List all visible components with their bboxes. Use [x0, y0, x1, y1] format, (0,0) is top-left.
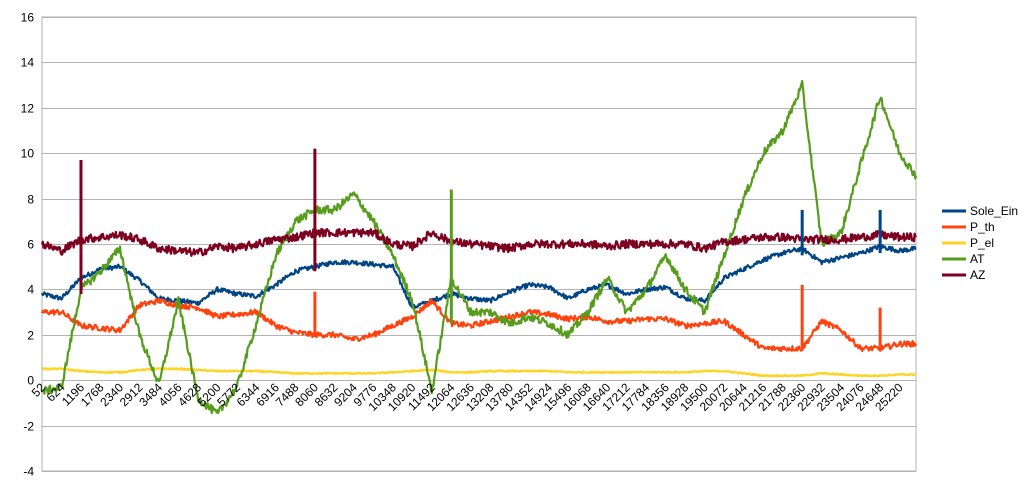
legend-label: P_th — [970, 220, 995, 234]
legend: Sole_Ein P_th P_el AT AZ — [942, 204, 1018, 282]
y-tick-label: 10 — [21, 147, 35, 161]
series-line-at — [41, 79, 918, 415]
y-tick-label: 6 — [27, 238, 34, 252]
y-tick-label: 2 — [27, 329, 34, 343]
y-tick-label: 8 — [27, 193, 34, 207]
y-tick-label: -2 — [23, 420, 34, 434]
y-tick-label: 0 — [27, 374, 34, 388]
legend-label: AZ — [970, 268, 985, 282]
grid — [41, 16, 917, 472]
legend-label: Sole_Ein — [970, 204, 1018, 218]
y-tick-label: -4 — [23, 465, 34, 479]
series-lines — [40, 79, 918, 415]
y-tick-label: 12 — [21, 102, 35, 116]
y-tick-label: 4 — [27, 283, 34, 297]
legend-label: P_el — [970, 236, 994, 250]
series-line-p-el — [41, 367, 917, 378]
series-line-sole-ein — [40, 243, 917, 310]
legend-label: AT — [970, 252, 985, 266]
series-line-az — [40, 227, 917, 257]
y-tick-label: 16 — [21, 11, 35, 25]
series-line-p-th — [40, 297, 918, 353]
y-tick-label: 14 — [21, 56, 35, 70]
